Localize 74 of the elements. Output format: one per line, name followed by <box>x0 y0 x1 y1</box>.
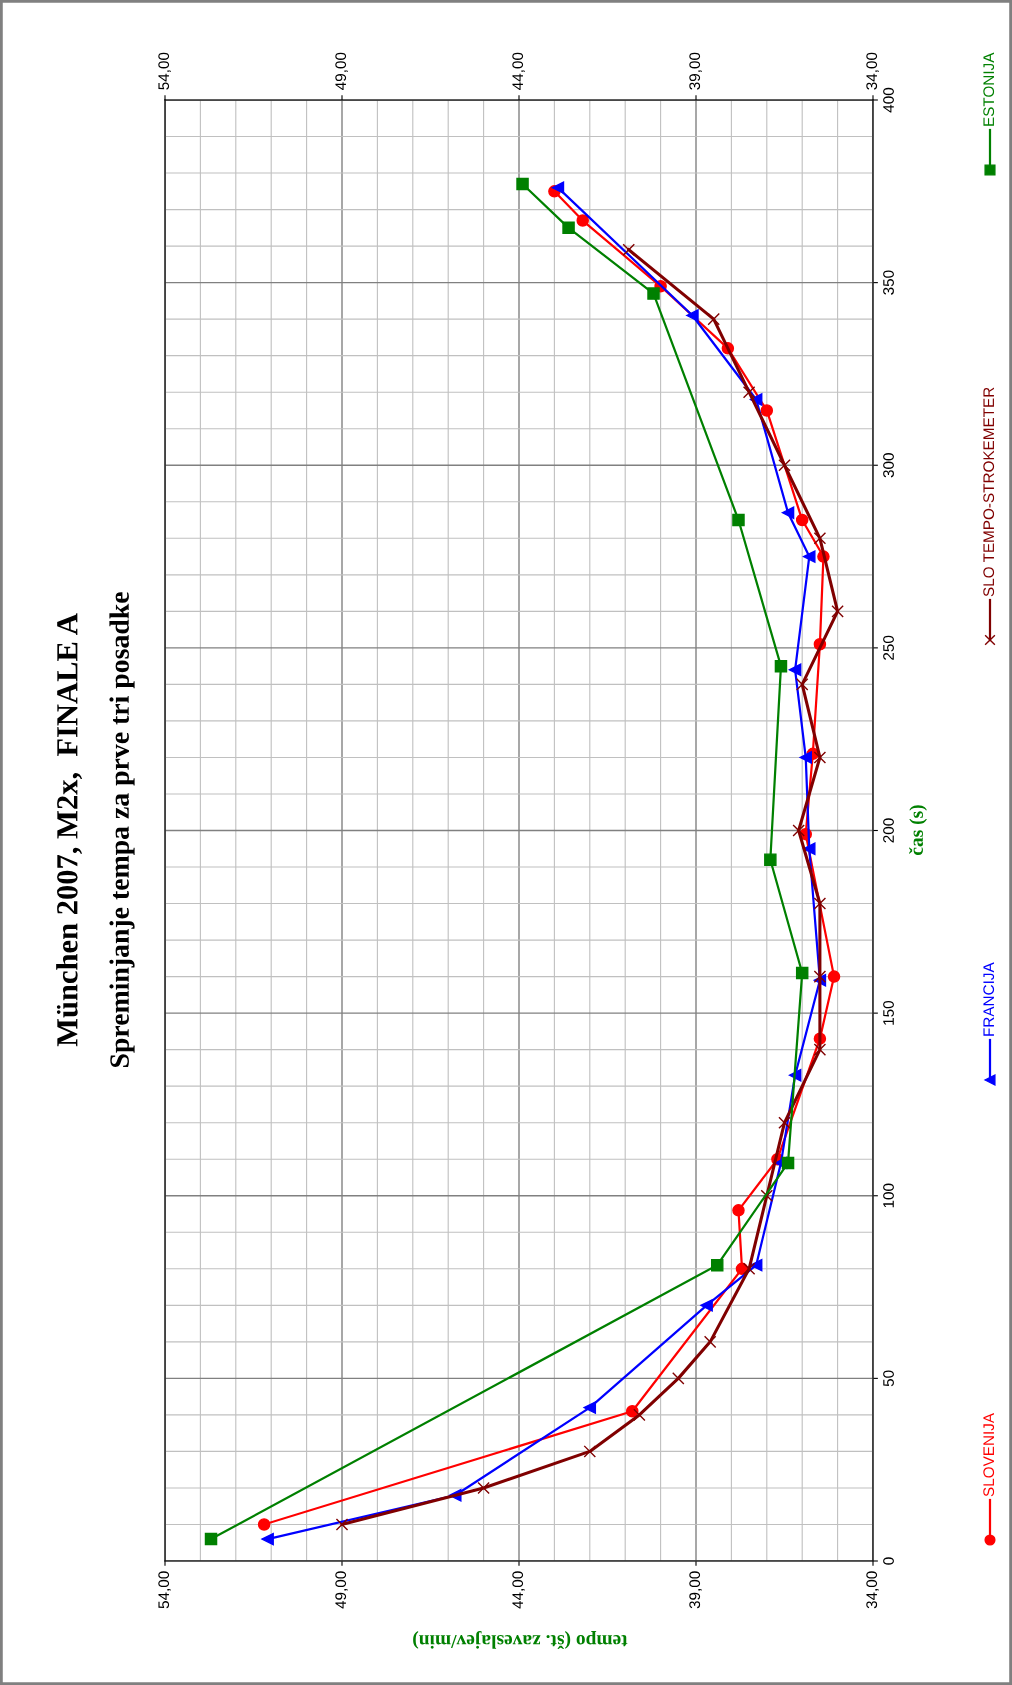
point <box>799 751 812 764</box>
point <box>633 1408 646 1422</box>
point <box>774 659 788 673</box>
point <box>204 1532 218 1546</box>
point <box>742 385 756 399</box>
x-tick-label: 44,00 <box>512 52 525 90</box>
y-tick-label: 200 <box>883 818 894 843</box>
text: München 2007, M2x, FINALE A <box>56 613 83 1047</box>
x2-tick-label: 34,00 <box>866 1571 879 1609</box>
point <box>781 1156 795 1170</box>
x-tick-label: 39,00 <box>689 52 702 90</box>
point <box>622 243 635 257</box>
x-tick-label: 34,00 <box>866 52 879 90</box>
point <box>792 824 805 837</box>
point <box>760 404 774 417</box>
point <box>764 853 777 866</box>
x-tick-label: 54,00 <box>158 52 171 90</box>
text: Spreminjanje tempa za prve tri posadke <box>109 592 135 1068</box>
point <box>700 1299 713 1312</box>
point <box>778 458 791 472</box>
point <box>813 751 827 764</box>
x-axis-title: tempo (št. zaveslajev/min) <box>413 1631 628 1649</box>
point <box>732 513 745 527</box>
point <box>813 897 827 910</box>
point <box>760 1189 774 1203</box>
point <box>477 1481 490 1495</box>
point <box>647 287 660 300</box>
point <box>781 506 795 519</box>
x2-tick-label: 49,00 <box>335 1571 348 1609</box>
point <box>831 605 844 618</box>
point <box>686 309 699 322</box>
point <box>576 214 589 227</box>
y-tick-label: 350 <box>883 270 894 295</box>
point <box>795 678 809 691</box>
point <box>813 1043 827 1056</box>
point <box>795 966 809 980</box>
point <box>583 1401 597 1414</box>
text: SLOVENIJA <box>983 1412 995 1497</box>
point <box>516 177 529 191</box>
x2-tick-label: 54,00 <box>158 1571 171 1609</box>
point <box>551 181 565 194</box>
y-tick-label: 150 <box>883 1000 894 1025</box>
y-tick-label: 400 <box>883 87 894 113</box>
point <box>803 550 816 563</box>
y-tick-label: 300 <box>883 453 894 478</box>
point <box>732 1204 745 1217</box>
point <box>827 970 841 983</box>
point <box>707 312 720 326</box>
y-tick-label: 250 <box>883 635 894 660</box>
text: ESTONIJA <box>983 52 995 126</box>
x-tick-label: 49,00 <box>335 52 348 90</box>
y-tick-label: 50 <box>883 1370 894 1387</box>
point <box>795 513 809 527</box>
y-axis-title: čas (s) <box>909 805 927 855</box>
point <box>742 1262 756 1276</box>
text: SLO TEMPO-STROKEMETER <box>983 387 995 597</box>
point <box>813 970 827 983</box>
point <box>562 221 575 235</box>
point <box>583 1445 597 1458</box>
point <box>803 842 816 856</box>
point <box>788 663 802 677</box>
x2-tick-label: 44,00 <box>512 1571 525 1609</box>
y-tick-label: 100 <box>883 1183 894 1208</box>
point <box>778 1116 791 1129</box>
text: FRANCIJA <box>983 962 995 1036</box>
point <box>257 1518 271 1531</box>
point <box>703 1335 717 1349</box>
point <box>710 1258 724 1272</box>
point <box>261 1532 274 1546</box>
point <box>626 1404 639 1418</box>
point <box>813 532 827 545</box>
y-tick-label: 0 <box>883 1557 894 1565</box>
point <box>335 1518 349 1531</box>
x2-tick-label: 39,00 <box>689 1571 702 1609</box>
